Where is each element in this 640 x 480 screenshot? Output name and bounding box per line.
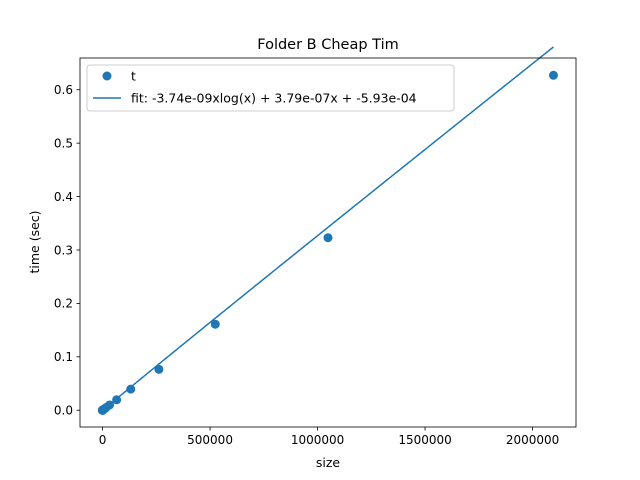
data-point xyxy=(112,395,122,405)
legend-marker-points xyxy=(102,71,112,81)
legend: t fit: -3.74e-09xlog(x) + 3.79e-07x + -5.… xyxy=(86,64,455,112)
fit-line xyxy=(102,46,554,412)
x-tick-label: 1500000 xyxy=(398,433,451,447)
y-tick-label: 0.0 xyxy=(54,404,73,418)
legend-label-fit: fit: -3.74e-09xlog(x) + 3.79e-07x + -5.9… xyxy=(131,91,417,106)
y-axis-label: time (sec) xyxy=(27,210,42,273)
data-point xyxy=(105,400,115,410)
data-point xyxy=(210,319,220,329)
data-point xyxy=(548,70,558,80)
y-tick-label: 0.6 xyxy=(54,83,73,97)
data-point xyxy=(126,384,136,394)
y-axis: 0.0 0.1 0.2 0.3 0.4 0.5 0.6 xyxy=(54,83,80,418)
axes-frame xyxy=(79,57,577,428)
x-tick-label: 0 xyxy=(99,433,107,447)
data-point xyxy=(323,233,333,243)
legend-box xyxy=(86,64,455,112)
x-tick-label: 1000000 xyxy=(291,433,344,447)
y-tick-label: 0.4 xyxy=(54,190,73,204)
x-tick-label: 2000000 xyxy=(506,433,559,447)
y-tick-label: 0.1 xyxy=(54,350,73,364)
y-tick-label: 0.5 xyxy=(54,136,73,150)
x-axis-label: size xyxy=(316,455,341,470)
plot-area xyxy=(79,46,577,428)
chart-title: Folder B Cheap Tim xyxy=(257,37,398,53)
y-tick-label: 0.3 xyxy=(54,243,73,257)
legend-label-points: t xyxy=(131,69,136,84)
y-tick-label: 0.2 xyxy=(54,297,73,311)
x-axis: 0 500000 1000000 1500000 2000000 xyxy=(99,427,559,447)
data-point xyxy=(154,364,164,374)
x-tick-label: 500000 xyxy=(187,433,233,447)
